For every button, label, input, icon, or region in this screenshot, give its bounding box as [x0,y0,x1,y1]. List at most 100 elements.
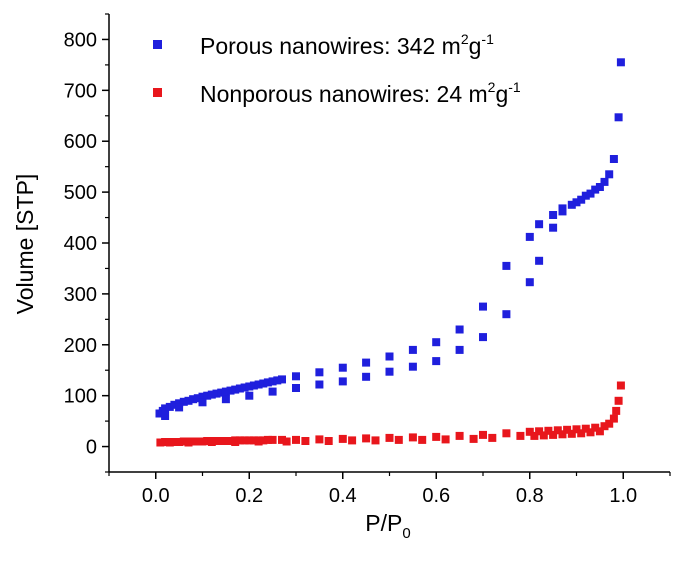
nonporous-data-point [292,435,300,444]
porous-data-point [278,375,286,384]
porous-data-point [408,362,417,371]
nonporous-data-point [553,426,562,435]
nonporous-data-point [600,422,609,431]
nonporous-data-point [217,437,226,445]
legend: Porous nanowires: 342 m2g-1 Nonporous na… [153,31,521,107]
y-tick-label: 300 [64,284,97,306]
x-tick-label: 0.8 [516,485,544,507]
nonporous-data-point [212,437,221,445]
nonporous-data-point [563,425,572,434]
nonporous-data-point [207,438,216,446]
nonporous-data-point [577,429,586,438]
porous-data-point [567,200,576,209]
y-axis-ticks: 0 100 200 300 400 500 600 700 800 [64,13,109,473]
porous-data-point [558,207,567,216]
porous-data-point [263,378,272,387]
porous-data-point [502,310,511,319]
porous-data-point [245,382,254,391]
nonporous-data-point [385,433,394,442]
nonporous-data-point [268,435,277,444]
porous-data-point [338,363,347,372]
nonporous-data-point [165,438,174,447]
porous-data-point [525,278,534,287]
nonporous-data-point [455,431,464,440]
porous-data-point [502,261,511,270]
porous-data-point [268,377,277,386]
nonporous-data-point [161,438,170,446]
nonporous-data-point [591,423,600,432]
nonporous-data-point [614,396,623,405]
data-points [155,58,625,447]
porous-data-point [161,404,170,413]
x-tick-label: 0.0 [142,485,170,507]
y-tick-label: 700 [64,80,97,102]
porous-data-point [572,198,581,207]
porous-data-point [315,380,324,389]
porous-data-point [226,386,235,395]
porous-data-point [600,177,609,186]
nonporous-data-point [249,436,258,445]
nonporous-data-point [595,427,604,436]
y-axis-title: Volume [STP] [12,174,38,315]
porous-data-point [161,412,170,420]
nonporous-data-point [179,437,188,446]
porous-data-point [245,391,254,400]
porous-data-point [235,384,244,393]
nonporous-data-point [408,433,417,442]
porous-data-point [586,189,595,198]
porous-data-point [179,397,188,406]
y-tick-label: 800 [64,29,97,51]
nonporous-data-point [441,435,450,444]
nonporous-data-point [394,435,403,444]
nonporous-data-point [189,437,198,446]
porous-data-point [292,384,300,392]
porous-data-point [595,183,604,191]
porous-data-point [189,395,198,404]
nonporous-data-point [156,438,165,447]
porous-data-point [175,399,184,408]
nonporous-data-point [535,427,544,436]
nonporous-data-point [362,434,371,443]
nonporous-data-point [469,434,478,443]
nonporous-data-point [221,437,230,445]
nonporous-data-point [567,429,576,438]
nonporous-data-point [226,437,235,445]
porous-data-point [268,387,277,396]
porous-data-point [605,170,614,179]
nonporous-data-point [193,437,202,446]
porous-data-point [525,232,534,241]
porous-data-point [240,383,249,392]
porous-data-point [184,396,193,405]
porous-data-point [432,338,441,347]
nonporous-data-point [240,436,249,445]
porous-data-point [175,403,184,412]
nonporous-data-point [544,426,553,435]
porous-data-point [249,381,258,390]
nonporous-data-point [175,438,184,446]
x-tick-label: 0.4 [329,485,357,507]
nonporous-data-point [315,435,324,444]
nonporous-data-point [572,425,581,434]
nonporous-data-point [170,438,179,446]
porous-data-point [362,372,371,381]
porous-data-point [577,195,586,204]
nonporous-data-point [525,427,534,436]
porous-data-point [614,113,623,122]
porous-data-point [535,220,544,229]
porous-data-point [479,302,487,311]
porous-data-point [221,387,230,396]
nonporous-data-point [616,381,625,390]
porous-data-point [616,58,625,67]
x-tick-label: 1.0 [609,485,637,507]
porous-data-point [315,368,324,377]
legend-swatch-nonporous [153,88,162,97]
nonporous-data-point [245,436,254,445]
porous-data-point [165,402,174,411]
nonporous-data-point [605,419,614,428]
y-tick-label: 200 [64,335,97,357]
nonporous-data-point [586,428,595,437]
nonporous-data-point [259,436,268,445]
x-axis-title: P/P0 [365,510,410,542]
porous-data-point [591,185,600,194]
